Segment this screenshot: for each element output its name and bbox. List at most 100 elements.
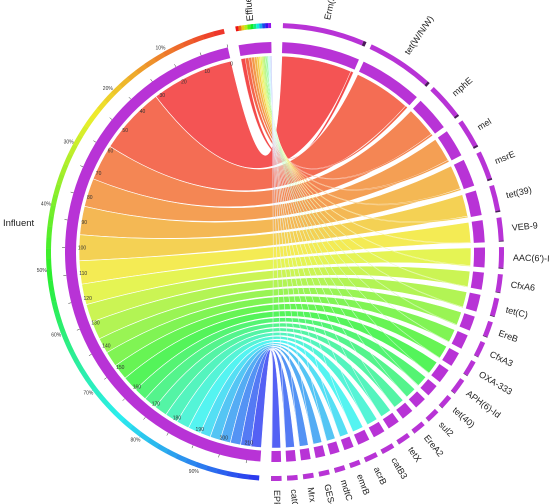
gene-percent-influent [496,217,504,241]
influent-percent-segment [185,458,198,467]
gene-label: Mrx [306,487,318,504]
influent-percent-segment [49,290,57,303]
gene-percent-effluent [286,475,288,481]
effluent-percent-segment [238,25,242,31]
gene-arc-24 [285,450,296,462]
influent-percent-segment [147,437,160,448]
influent-percent-segment [53,183,62,196]
gene-percent-effluent [396,440,400,445]
gene-percent-effluent [302,474,304,480]
gene-percent-influent [369,44,428,86]
gene-percent-influent [303,472,314,480]
ribbon-influent-5 [78,194,469,262]
gene-arc-11 [451,331,468,349]
influent-percent-segment [72,134,83,147]
influent-label: Influent [3,218,35,229]
gene-label: tet(39) [505,185,533,201]
influent-percent-segment [46,269,53,281]
ribbon-influent-6 [78,221,472,285]
gene-percent-effluent [453,114,460,119]
gene-percent-effluent [489,314,495,318]
gene-arc-16 [396,402,413,419]
gene-percent-influent [430,86,458,118]
influent-tick-label: 50 [122,128,128,134]
gene-percent-effluent [463,373,468,377]
gene-label: mel [476,116,494,132]
gene-label: EreB [497,328,519,344]
influent-tick [218,454,220,458]
influent-percent-segment [237,472,249,480]
gene-percent-influent [349,459,361,469]
gene-percent-influent [364,452,378,463]
influent-percent-segment [106,403,118,415]
influent-percent-segment [46,226,53,238]
ribbon-effluent-25 [271,55,274,449]
gene-label: mdtC [339,478,355,502]
gene-percent-effluent [482,335,488,338]
ribbon-influent-10 [98,287,462,354]
gene-arc-6 [471,220,485,243]
gene-arc-17 [382,412,399,429]
gene-arc-23 [299,448,311,461]
gene-arc-15 [408,391,425,408]
gene-label: catB3 [389,456,409,481]
gene-percent-effluent [495,291,501,294]
influent-tick-label: 20 [181,79,187,85]
gene-percent-effluent [498,267,504,269]
influent-percent-segment [172,42,185,52]
ribbon-influent-13 [124,310,438,391]
effluent-percent-segment [247,24,251,30]
ribbon-influent-15 [144,322,416,408]
ribbon-influent-0 [155,55,352,169]
gene-percent-effluent [318,471,320,477]
influent-percent-segment [69,350,79,363]
gene-label: catQ [289,489,300,504]
influent-percent-segment [74,360,85,373]
influent-percent-segment [60,331,70,344]
gene-percent-influent [439,395,452,408]
ribbon-layer [78,55,472,449]
influent-tick [150,78,153,82]
gene-percent-effluent [498,240,504,242]
effluent-percent-segment [256,23,260,29]
gene-arc-18 [368,421,385,438]
gene-arc-22 [313,445,326,459]
gene-percent-effluent [363,457,367,463]
gene-label: OXA-333 [477,369,514,397]
gene-percent-influent [334,465,346,473]
influent-percent-segment [153,52,166,63]
gene-percent-effluent [424,81,430,87]
gene-percent-effluent [333,468,336,473]
gene-label: emrB [355,473,372,497]
influent-percent-segment [248,474,260,481]
effluent-percent-segment [268,23,272,29]
influent-percent-label: 20% [103,86,114,92]
influent-percent-segment [47,279,55,292]
gene-arc-19 [353,429,370,445]
influent-percent-segment [46,237,52,249]
influent-percent-segment [205,465,218,474]
influent-tick [143,417,146,420]
influent-percent-label: 60% [51,333,62,339]
effluent-percent-segment [253,23,257,30]
effluent-label: Effluent [242,0,256,22]
gene-percent-effluent [438,404,443,409]
gene-label: acrB [372,465,389,486]
influent-tick-label: 200 [220,436,229,442]
influent-percent-segment [79,369,91,382]
influent-tick-label: 170 [152,401,161,407]
gene-arc-14 [420,379,437,396]
gene-arc-7 [473,247,486,268]
influent-percent-segment [56,173,65,186]
gene-label: tet(C) [505,305,529,320]
influent-percent-segment [121,418,134,430]
gene-label: AAC(6')-Ie-APH(2'')-Ia [513,253,550,265]
gene-label: tet(W/N/W) [402,14,435,57]
influent-tick-label: 130 [91,320,100,326]
influent-percent-segment [165,448,178,459]
gene-label: EPF [272,490,282,504]
gene-arc-25 [271,450,282,462]
effluent-percent-segment [235,25,239,32]
effluent-percent-segment [250,24,254,30]
